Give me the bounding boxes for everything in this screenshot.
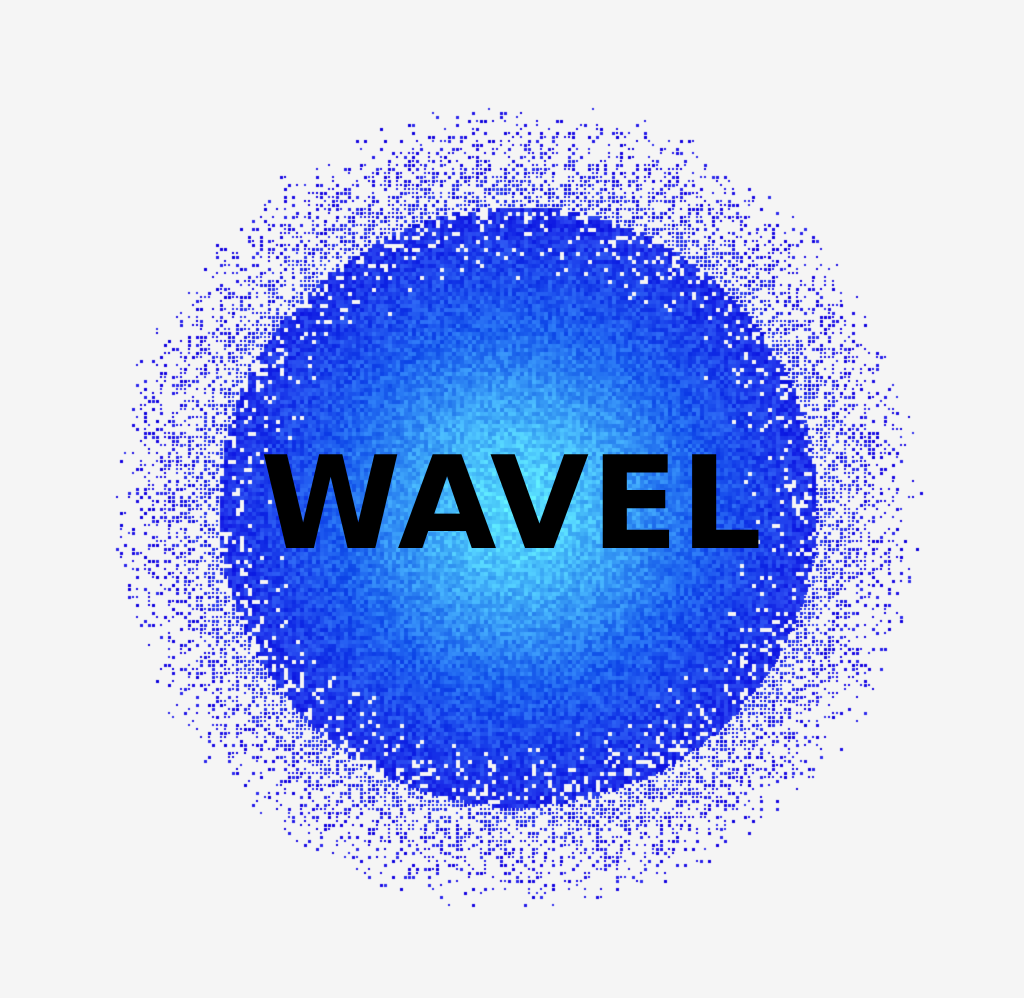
logo-wordmark: WAVEL <box>260 430 764 579</box>
